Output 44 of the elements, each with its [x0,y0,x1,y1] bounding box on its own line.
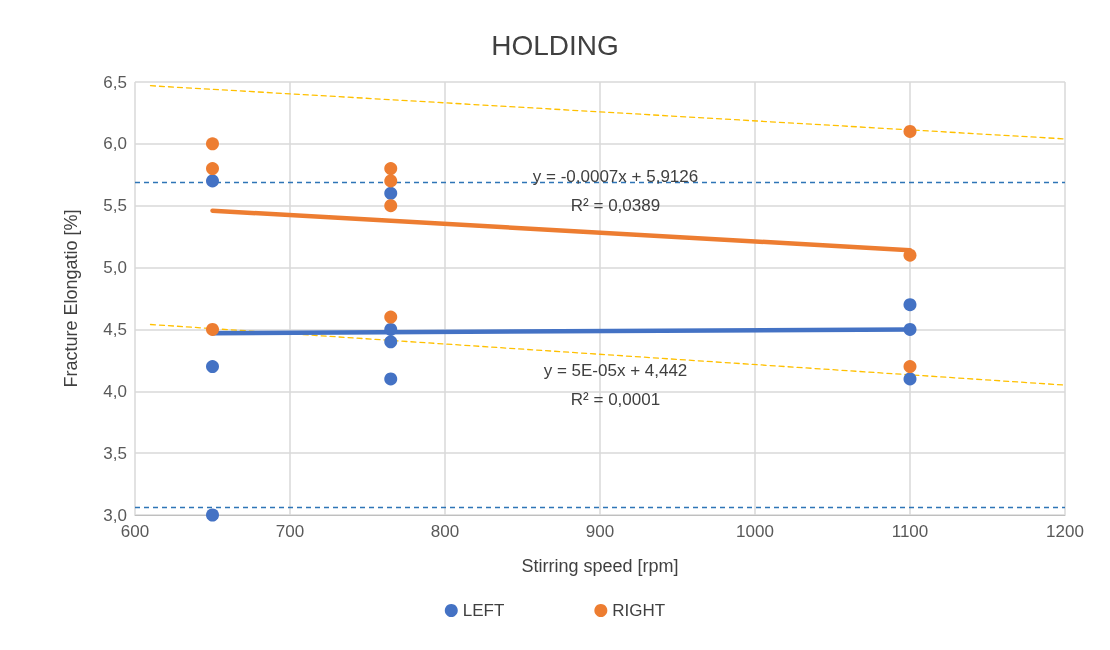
point [206,360,219,374]
point [206,322,219,336]
annotation: R² = 0,0001 [570,390,661,410]
y-tick-label: 5,5 [103,196,127,216]
point [384,174,398,188]
x-tick-label: 700 [275,522,305,541]
point [206,162,219,176]
point [384,162,398,176]
y-axis-title: Fracture Elongatio [%] [61,209,81,388]
point [384,335,398,349]
y-tick-label: 4,5 [103,319,127,339]
legend-label: RIGHT [612,601,666,620]
legend-label: LEFT [462,601,505,620]
x-tick-label: 900 [585,522,615,541]
point [903,124,917,138]
point [384,186,398,200]
annotation: R² = 0,0389 [570,196,661,216]
point [384,322,398,336]
point [903,248,917,262]
x-tick-label: 1200 [1046,522,1084,541]
point [903,360,917,374]
annotation: y = -0,0007x + 5,9126 [532,166,699,186]
point [903,372,917,386]
point [384,199,398,213]
point [206,137,219,151]
x-tick-label: 1000 [736,522,774,541]
y-tick-label: 6,5 [103,72,127,92]
y-tick-label: 3,5 [103,443,127,463]
y-tick-label: 5,0 [103,258,127,278]
x-tick-label: 800 [430,522,460,541]
point [206,174,219,188]
y-tick-label: 6,0 [103,134,127,154]
x-tick-label: 600 [120,522,150,541]
x-axis-title: Stirring speed [rpm] [521,556,679,576]
point [384,372,398,386]
chart-title: HOLDING [491,29,619,61]
annotation: y = 5E-05x + 4,442 [543,360,688,380]
point [206,508,219,522]
point [903,298,917,312]
y-tick-label: 4,0 [103,381,127,401]
point [384,310,398,324]
x-tick-label: 1100 [891,522,929,541]
y-tick-label: 3,0 [103,505,127,525]
point [903,322,917,336]
